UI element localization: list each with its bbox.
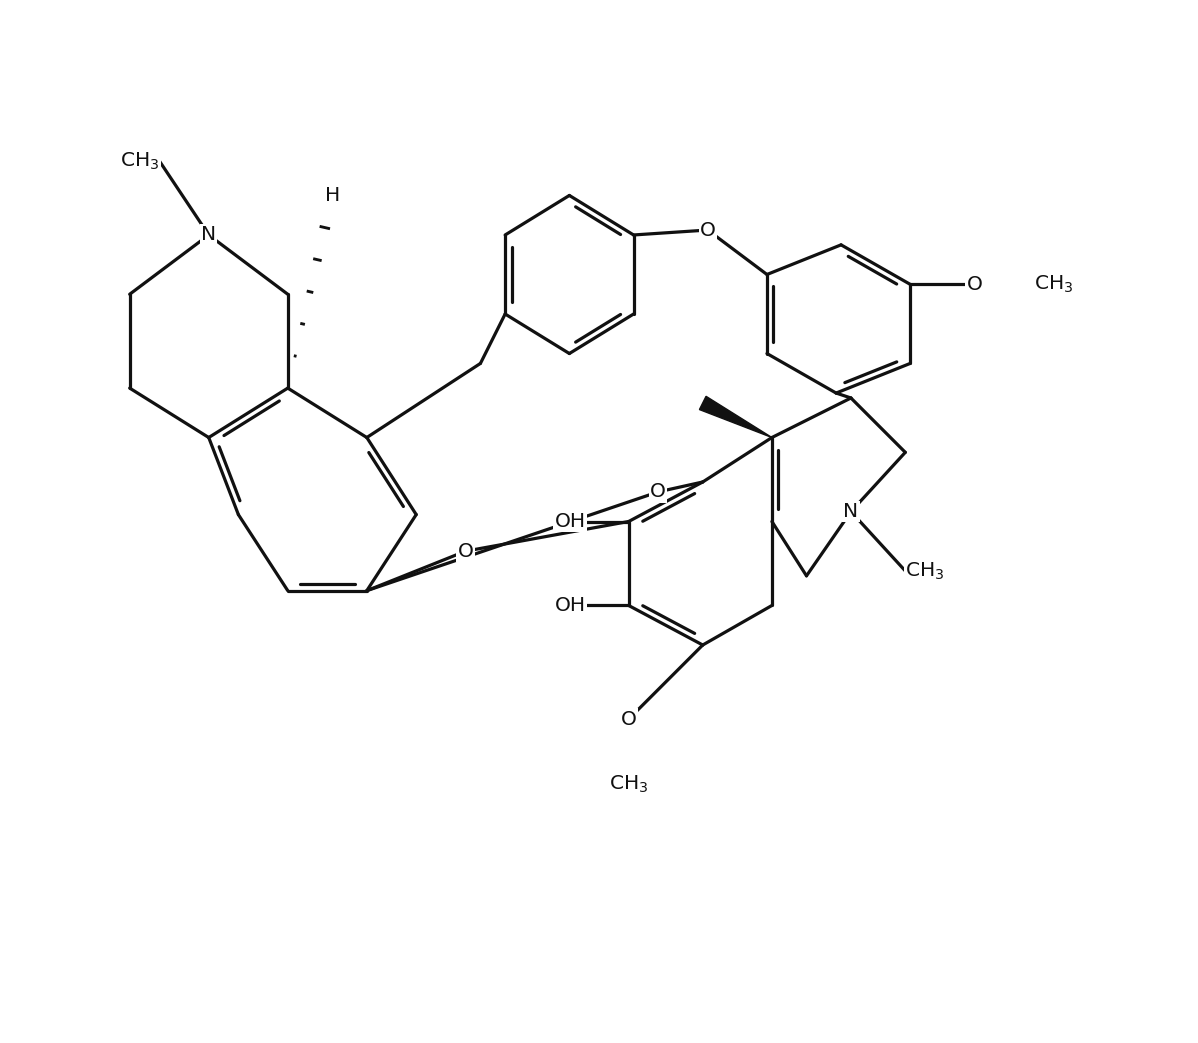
Text: CH$_3$: CH$_3$ [609,774,648,795]
Text: O: O [967,275,982,294]
Text: O: O [621,709,636,729]
Text: O: O [458,541,473,561]
Text: O: O [651,482,666,502]
Text: H: H [325,186,340,204]
Text: N: N [843,502,859,522]
Text: CH$_3$: CH$_3$ [1034,273,1073,295]
Text: OH: OH [555,596,586,615]
Text: O: O [700,220,715,240]
Text: OH: OH [555,512,586,531]
Text: CH$_3$: CH$_3$ [120,150,159,171]
Polygon shape [700,396,772,437]
Text: CH$_3$: CH$_3$ [906,560,944,582]
Text: N: N [201,225,217,244]
